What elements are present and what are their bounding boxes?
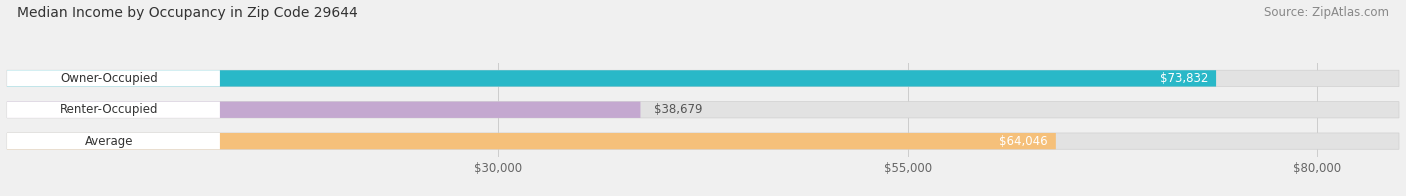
FancyBboxPatch shape (7, 70, 1216, 87)
Text: $38,679: $38,679 (654, 103, 702, 116)
FancyBboxPatch shape (7, 133, 219, 149)
FancyBboxPatch shape (7, 102, 219, 118)
FancyBboxPatch shape (7, 133, 1399, 149)
Text: Median Income by Occupancy in Zip Code 29644: Median Income by Occupancy in Zip Code 2… (17, 6, 357, 20)
Text: Owner-Occupied: Owner-Occupied (60, 72, 157, 85)
Text: Average: Average (84, 135, 134, 148)
FancyBboxPatch shape (7, 133, 1056, 149)
FancyBboxPatch shape (7, 102, 640, 118)
Text: Source: ZipAtlas.com: Source: ZipAtlas.com (1264, 6, 1389, 19)
Text: $73,832: $73,832 (1160, 72, 1208, 85)
Text: Renter-Occupied: Renter-Occupied (60, 103, 159, 116)
FancyBboxPatch shape (7, 102, 1399, 118)
Text: $64,046: $64,046 (1000, 135, 1047, 148)
FancyBboxPatch shape (7, 70, 1399, 87)
FancyBboxPatch shape (7, 70, 219, 87)
